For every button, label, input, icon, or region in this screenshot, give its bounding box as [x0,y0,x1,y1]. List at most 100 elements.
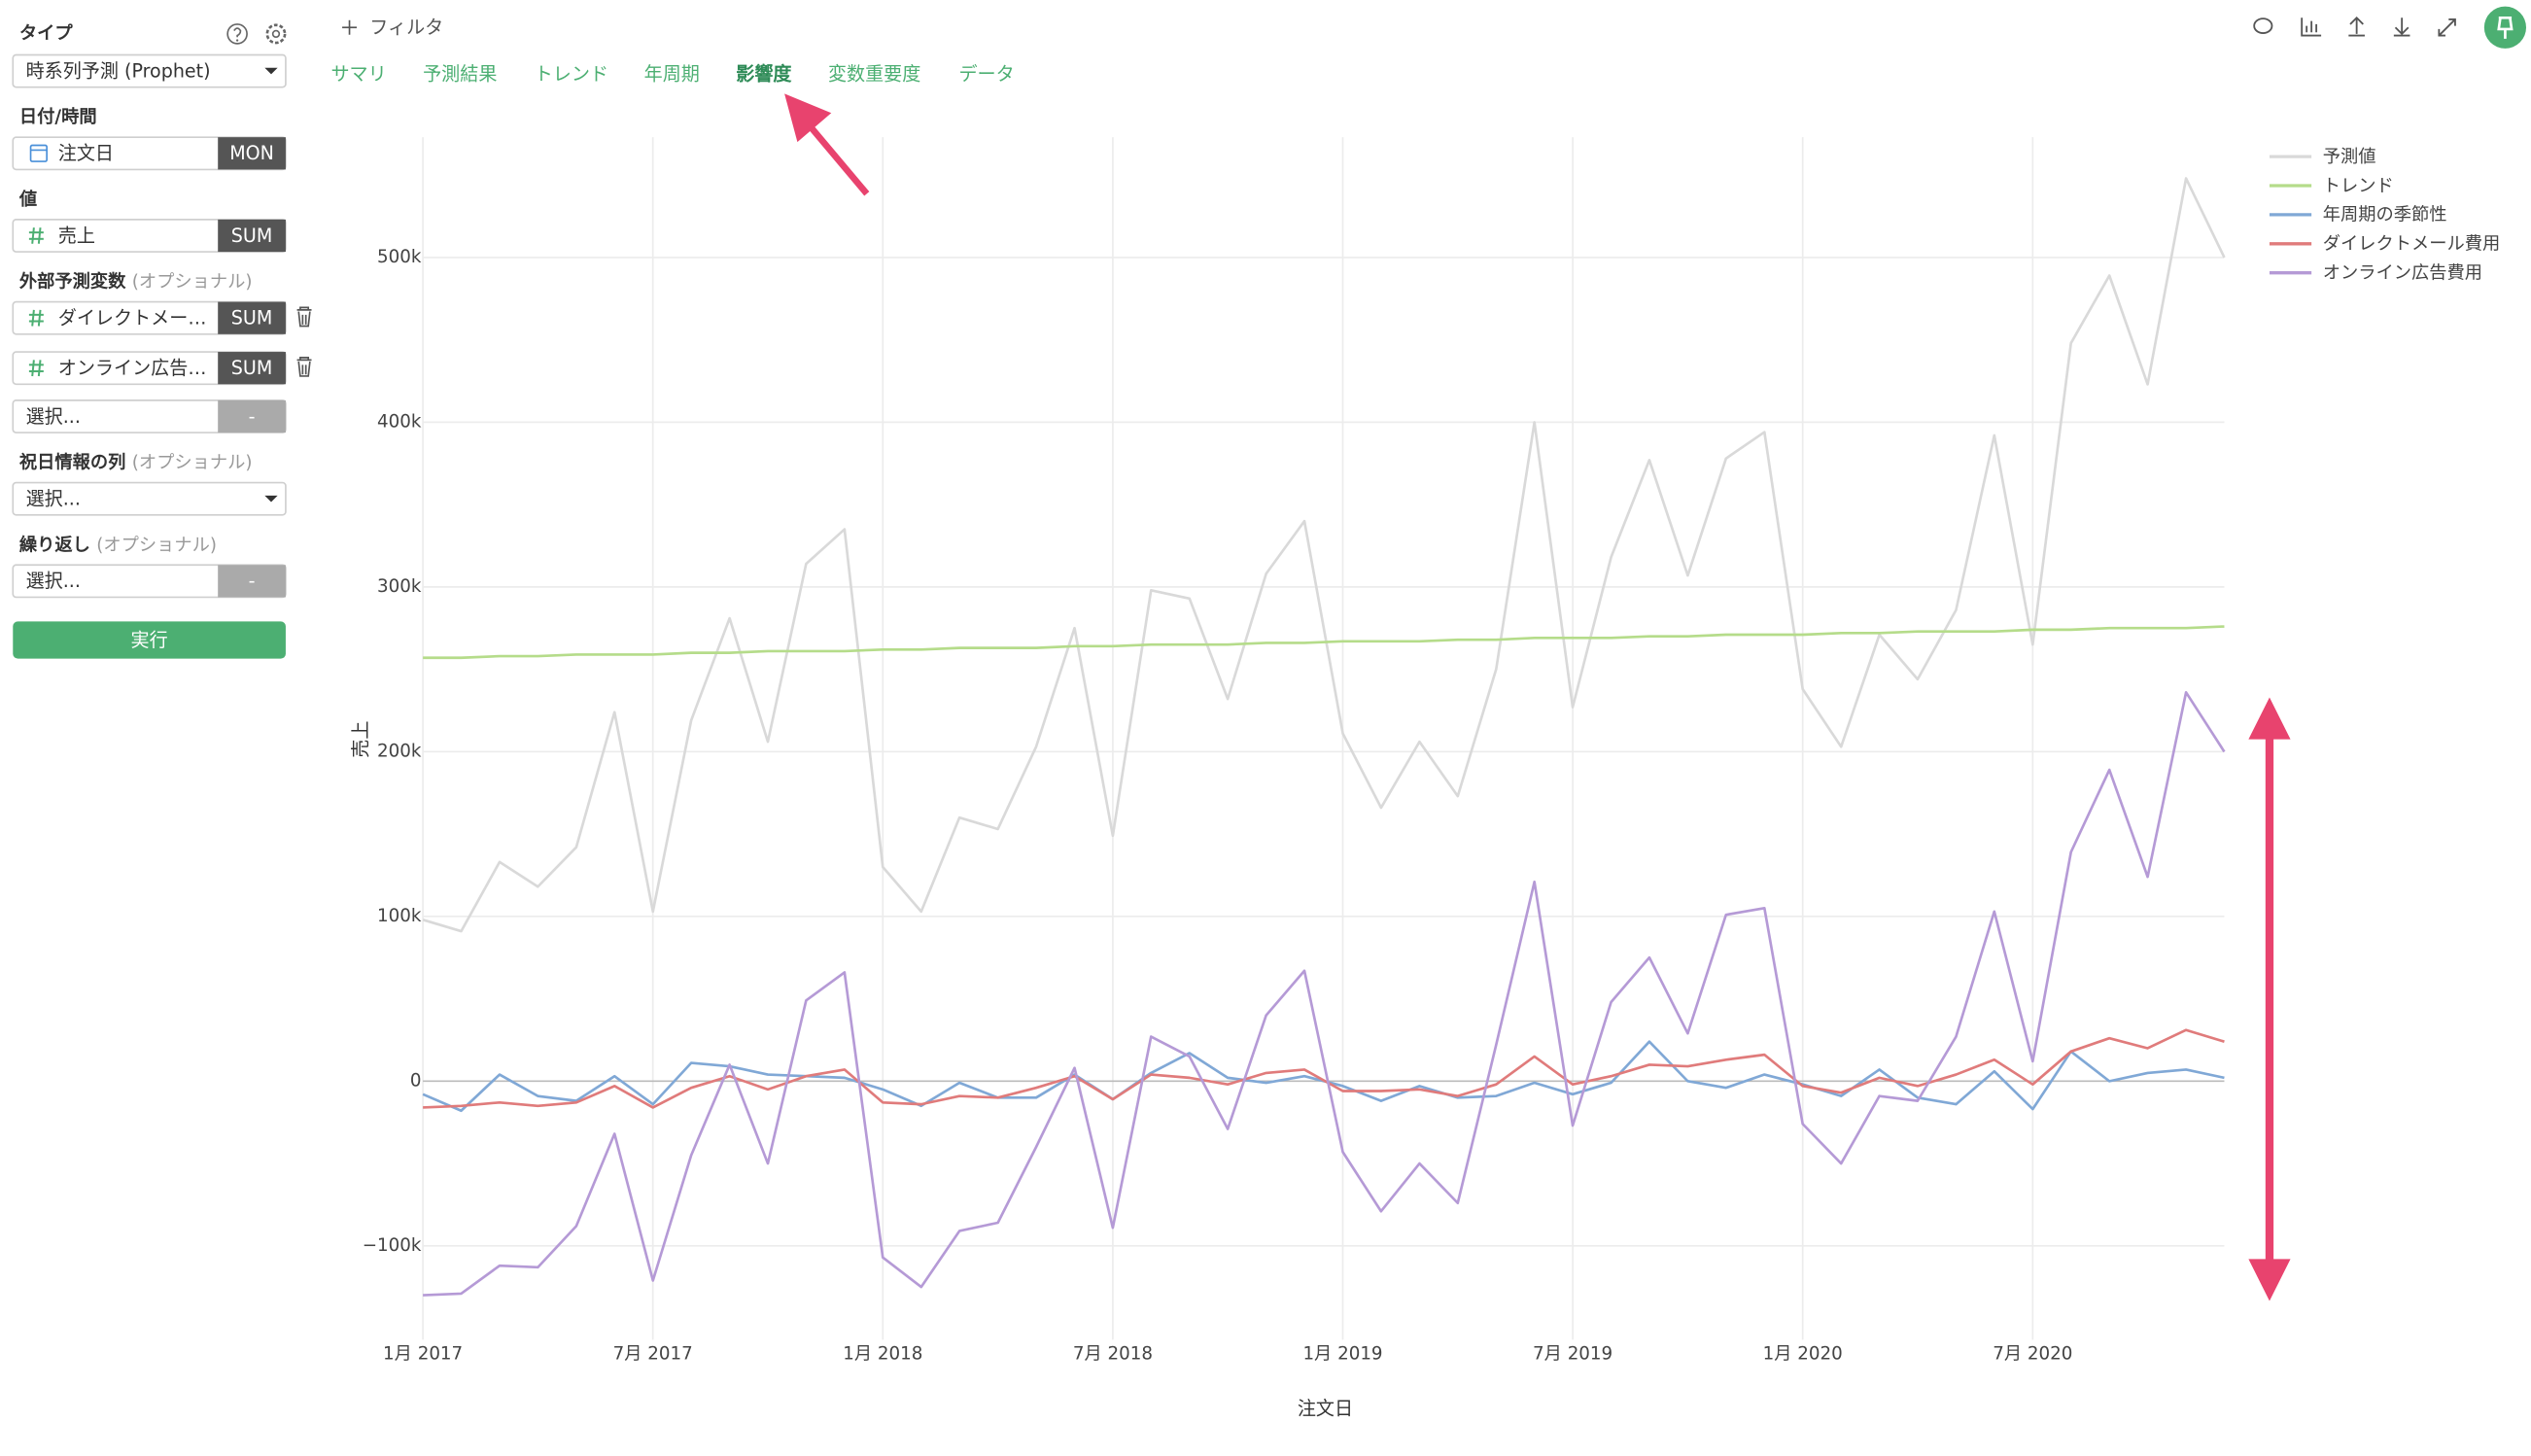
y-tick-label: 400k [377,411,422,432]
regressor-field[interactable] [12,351,287,386]
y-tick-label: 100k [377,906,422,926]
agg-label: MON [229,142,274,164]
x-axis-title: 注文日 [1298,1397,1353,1419]
type-select[interactable] [12,53,287,88]
field-label: タイプ [19,22,73,44]
agg-button[interactable] [218,219,286,253]
calendar-icon [29,144,48,162]
hash-stroke [37,360,42,377]
pin-button[interactable] [2483,6,2527,49]
legend-label: オンライン広告費用 [2323,263,2482,284]
chart: 1月 2017 7月 2017 1月 2018 7月 2018 1月 2019 7月 20… [350,137,2501,1419]
column-name: オンライン広告… [58,357,207,379]
tab[interactable]: 年周期 [644,63,700,86]
annotation-double-arrow [2248,697,2291,1301]
delete-icon[interactable] [296,306,312,328]
tab[interactable]: サマリ [330,63,386,86]
y-tick-label: 200k [377,741,422,761]
holiday-select[interactable] [12,481,287,516]
annotation-arrow [784,93,870,196]
x-tick-label: 1月 2020 [1763,1343,1843,1364]
select-value: 時系列予測 (Prophet) [26,59,211,82]
x-tick-label: 7月 2017 [613,1343,693,1364]
agg-button[interactable] [218,352,286,385]
date-field[interactable] [12,136,287,171]
regressor-field[interactable] [12,399,287,433]
trash-shape [296,357,312,377]
y-tick-label: −100k [363,1235,422,1256]
agg-label: - [249,405,256,428]
delete-icon[interactable] [296,357,312,377]
y-tick-label: 500k [377,247,422,267]
tab[interactable]: 予測結果 [423,63,497,86]
series-line [422,177,2226,933]
series-line [423,690,2226,1297]
x-tick-label: 1月 2019 [1302,1343,1382,1364]
comment-icon[interactable] [2253,17,2273,34]
tab[interactable]: トレンド [535,63,608,86]
agg-button[interactable] [218,399,286,433]
agg-button[interactable] [218,137,286,170]
tab[interactable]: 変数重要度 [828,63,920,86]
field-label: 繰り返し (オプショナル) [19,534,217,555]
label-hint: (オプショナル) [132,453,253,473]
column-name: 売上 [58,225,95,247]
hash-stroke [31,309,35,327]
run-button-label: 実行 [131,629,168,651]
column-name: 注文日 [58,142,114,164]
agg-label: SUM [231,225,273,247]
tabs: サマリ 予測結果 トレンド 年周期 影響度 変数重要度 データ [330,63,1014,86]
field-label: 外部予測変数 (オプショナル) [19,271,253,293]
column-name: 選択... [26,570,81,592]
agg-button[interactable] [218,301,286,334]
legend-label: ダイレクトメール費用 [2323,234,2501,255]
y-axis-title: 売上 [350,721,372,758]
label-hint: (オプショナル) [96,535,217,555]
x-tick-label: 1月 2018 [843,1343,922,1364]
value-field[interactable] [12,219,287,253]
hash-icon [28,309,44,327]
select-value: 選択... [26,488,81,510]
filter-button[interactable] [342,19,358,35]
hash-stroke [31,360,35,377]
series-line [423,625,2225,660]
y-tick-label: 300k [377,576,422,597]
field-label: 日付/時間 [19,106,97,127]
download-icon[interactable] [2393,17,2410,37]
label-text: 繰り返し [19,534,90,555]
chart-icon[interactable] [2301,17,2322,37]
run-button[interactable] [13,621,286,659]
filter-label: フィルタ [369,17,443,39]
expand-icon[interactable] [2438,18,2456,37]
hash-icon [28,360,44,377]
repeat-field[interactable] [12,564,287,599]
upload-icon[interactable] [2348,16,2365,37]
column-name: 選択... [26,405,81,428]
hash-icon [28,227,44,244]
regressor-field[interactable] [12,300,287,335]
legend-label: 年周期の季節性 [2323,205,2447,225]
field-label: 値 [18,189,37,210]
x-tick-label: 7月 2019 [1533,1343,1612,1364]
sidebar: タイプ 時系列予測 (Prophet) 日付/時間 注文日 MON 値 売上 S… [12,22,312,659]
agg-label: SUM [231,357,273,379]
x-tick-label: 7月 2020 [1993,1343,2072,1364]
tab[interactable]: データ [958,63,1014,86]
help-icon[interactable] [226,23,248,45]
agg-label: SUM [231,307,273,329]
agg-label: - [249,570,256,592]
tab[interactable]: 影響度 [736,63,792,86]
y-tick-label: 0 [410,1070,422,1091]
label-hint: (オプショナル) [132,272,253,293]
regressor-rows: ダイレクトメー… SUM オンライン広告… SUM 選択... - [12,300,312,433]
legend-label: 予測値 [2323,147,2376,167]
settings-icon[interactable] [265,23,287,45]
field-label: 祝日情報の列 (オプショナル) [19,452,253,473]
hash-stroke [37,309,42,327]
x-tick-label: 7月 2018 [1073,1343,1153,1364]
label-text: 祝日情報の列 [19,452,126,473]
x-tick-label: 1月 2017 [383,1343,463,1364]
agg-button[interactable] [218,565,286,598]
legend-label: トレンド [2323,176,2394,196]
